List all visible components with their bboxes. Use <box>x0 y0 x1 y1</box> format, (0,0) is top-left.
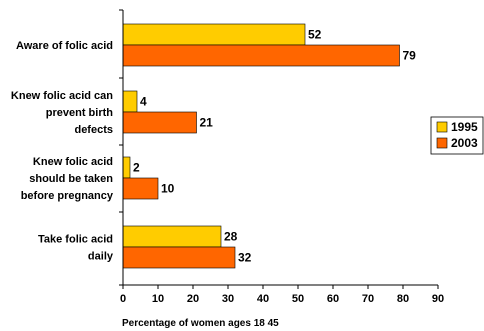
x-tick-label-10: 10 <box>152 293 164 305</box>
data-label-1995-1: 4 <box>140 95 147 109</box>
category-label-2-line-1: should be taken <box>29 173 113 185</box>
category-label-2-line-0: Knew folic acid <box>33 156 113 168</box>
x-tick-label-70: 70 <box>362 293 374 305</box>
bar-2003-0 <box>122 44 400 67</box>
bar-1995-3 <box>122 225 222 248</box>
x-tick-label-50: 50 <box>292 293 304 305</box>
data-label-2003-0: 79 <box>403 49 417 63</box>
category-label-0-line-0: Aware of folic acid <box>16 40 113 52</box>
legend-label-2003: 2003 <box>451 136 478 150</box>
category-labels: Aware of folic acid Knew folic acid can pr… <box>11 40 114 263</box>
bar-1995-1 <box>122 90 138 113</box>
legend: 1995 2003 <box>430 116 484 155</box>
x-tick-label-20: 20 <box>187 293 199 305</box>
x-tick-label-80: 80 <box>397 293 409 305</box>
legend-swatch-1995 <box>436 121 448 133</box>
x-axis-title: Percentage of women ages 18 45 <box>122 318 279 329</box>
category-label-1-line-1: prevent birth <box>46 107 114 119</box>
category-label-3-line-1: daily <box>88 251 114 263</box>
x-tick-label-60: 60 <box>327 293 339 305</box>
legend-swatch-2003 <box>436 137 448 149</box>
data-label-2003-3: 32 <box>238 251 252 265</box>
bar-2003-1 <box>122 111 197 134</box>
bar-2003-3 <box>122 246 236 269</box>
category-label-3-line-0: Take folic acid <box>38 234 113 246</box>
x-ticks: 0 10 20 30 40 50 60 70 80 90 <box>119 9 444 305</box>
bar-1995-0 <box>122 23 306 46</box>
category-label-2-line-2: before pregnancy <box>21 190 114 202</box>
data-label-2003-1: 21 <box>200 116 214 130</box>
data-label-2003-2: 10 <box>161 182 175 196</box>
category-label-1-line-0: Knew folic acid can <box>11 90 113 102</box>
x-tick-label-40: 40 <box>257 293 269 305</box>
x-tick-label-90: 90 <box>432 293 444 305</box>
legend-label-1995: 1995 <box>451 120 478 134</box>
data-label-1995-2: 2 <box>133 161 140 175</box>
data-label-1995-3: 28 <box>224 230 238 244</box>
bar-2003-2 <box>122 177 159 200</box>
x-tick-label-30: 30 <box>222 293 234 305</box>
x-tick-label-0: 0 <box>120 293 126 305</box>
axes <box>122 10 438 286</box>
bar-1995-2 <box>122 156 131 179</box>
category-label-1-line-2: defects <box>74 124 113 136</box>
data-label-1995-0: 52 <box>308 28 322 42</box>
